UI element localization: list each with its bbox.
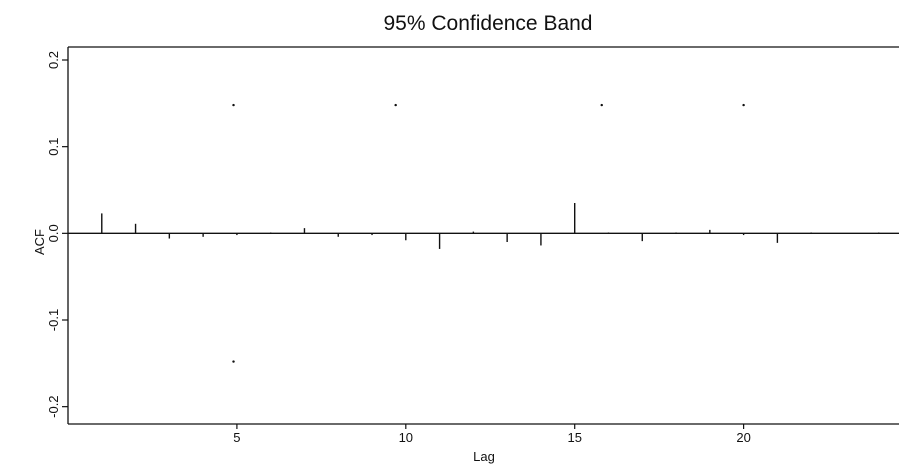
y-tick-label: -0.2	[46, 395, 61, 417]
plot-frame	[67, 46, 899, 425]
confidence-band-upper-dot	[394, 103, 397, 107]
y-tick-label: -0.1	[46, 309, 61, 331]
confidence-band-lower-dot	[232, 360, 235, 363]
confidence-band	[232, 103, 745, 363]
y-tick-label: 0.1	[46, 138, 61, 156]
x-tick-label: 15	[567, 430, 581, 445]
x-axis-label: Lag	[473, 449, 495, 464]
x-axis: 5 10 15 20	[233, 424, 751, 445]
x-tick-label: 20	[736, 430, 750, 445]
y-axis-label: ACF	[32, 229, 47, 255]
acf-bars	[101, 203, 880, 249]
confidence-band-upper-dot	[742, 103, 745, 107]
x-tick-label: 10	[399, 430, 413, 445]
confidence-band-upper-dot	[600, 103, 603, 107]
chart-title: 95% Confidence Band	[384, 12, 593, 35]
y-tick-label: 0.0	[46, 224, 61, 242]
y-tick-label: 0.2	[46, 51, 61, 69]
y-axis: -0.2 -0.1 0.0 0.1 0.2	[46, 51, 68, 418]
confidence-band-upper-dot	[232, 103, 235, 107]
x-tick-label: 5	[233, 430, 240, 445]
